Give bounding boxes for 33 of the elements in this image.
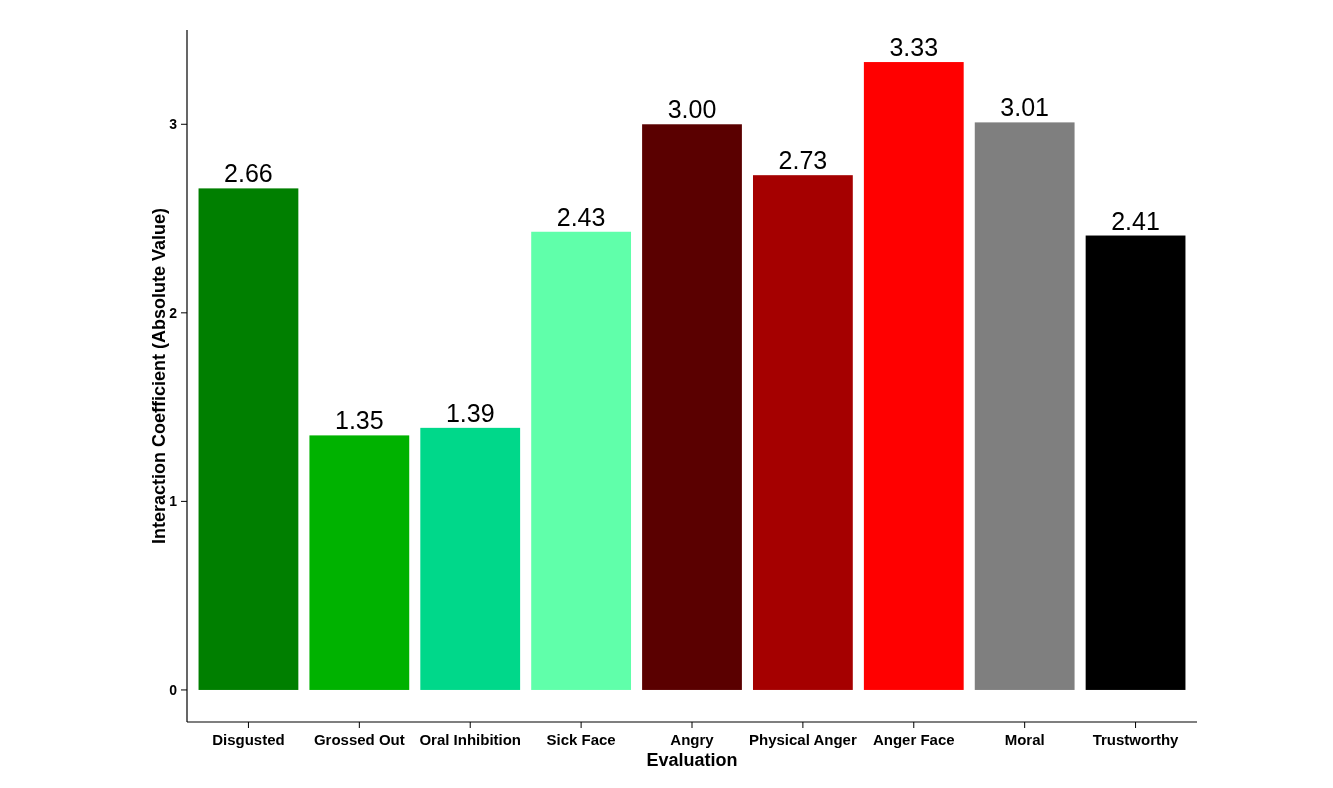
x-axis-title: Evaluation [646,750,738,770]
bar [420,427,521,690]
x-tick-label: Sick Face [546,731,616,748]
x-tick-label: Physical Anger [748,731,857,748]
data-label: 3.00 [667,95,717,124]
bar [198,188,299,690]
data-label: 2.41 [1111,206,1160,235]
x-tick-label: Moral [1004,731,1045,748]
x-tick-label: Grossed Out [313,731,405,748]
data-label: 3.33 [889,33,939,62]
data-label: 2.73 [778,146,828,175]
x-tick-label: Oral Inhibition [419,731,522,748]
x-tick-label: Angry [670,731,715,748]
y-tick-label: 3 [169,116,178,133]
y-tick-label: 1 [169,493,178,510]
bar [752,175,853,690]
y-tick-label: 2 [169,304,178,321]
bar [642,124,742,690]
x-tick-label: Anger Face [872,731,955,748]
bar [863,62,964,690]
bar [1085,235,1186,690]
bar [531,231,632,690]
data-label: 2.43 [556,202,606,231]
x-tick-label: Disgusted [212,731,285,748]
x-tick-label: Trustworthy [1092,731,1180,748]
data-label: 3.01 [1000,93,1049,122]
data-label: 2.66 [224,159,273,188]
y-tick-label: 0 [169,681,178,698]
data-label: 1.35 [335,406,384,435]
bar [974,122,1075,690]
data-label: 1.39 [445,398,495,427]
y-axis-title: Interaction Coefficient (Absolute Value) [149,207,169,545]
bar [309,435,410,690]
